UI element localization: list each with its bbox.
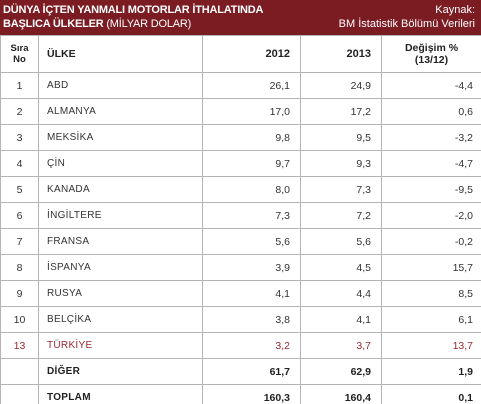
row-value-2012: 160,3 xyxy=(202,384,301,404)
row-change: 6,1 xyxy=(381,306,481,333)
row-value-2012: 17,0 xyxy=(202,98,301,125)
row-value-2013: 5,6 xyxy=(300,228,382,255)
row-rank: 7 xyxy=(0,228,39,255)
row-rank: 6 xyxy=(0,202,39,229)
row-value-2012: 8,0 xyxy=(202,176,301,203)
table-header-banner: DÜNYA İÇTEN YANMALI MOTORLAR İTHALATINDA… xyxy=(0,0,481,35)
rank-header-line2: No xyxy=(13,54,26,65)
row-country: FRANSA xyxy=(38,228,203,255)
row-country: BELÇİKA xyxy=(38,306,203,333)
row-country: ÇİN xyxy=(38,150,203,177)
row-rank: 13 xyxy=(0,332,39,359)
row-country: ALMANYA xyxy=(38,98,203,125)
table-row: 9 RUSYA 4,1 4,4 8,5 xyxy=(0,280,481,307)
row-rank: 10 xyxy=(0,306,39,333)
table-row: 1 ABD 26,1 24,9 -4,4 xyxy=(0,72,481,99)
source-label: Kaynak: xyxy=(435,4,475,16)
table-row: 8 İSPANYA 3,9 4,5 15,7 xyxy=(0,254,481,281)
table-row: 3 MEKSİKA 9,8 9,5 -3,2 xyxy=(0,124,481,151)
row-rank: 9 xyxy=(0,280,39,307)
row-country: İNGİLTERE xyxy=(38,202,203,229)
row-rank: 2 xyxy=(0,98,39,125)
column-header-2012: 2012 xyxy=(202,35,301,73)
table-title-line2: BAŞLICA ÜLKELER (MİLYAR DOLAR) xyxy=(3,18,191,30)
row-rank: 3 xyxy=(0,124,39,151)
row-change: -3,2 xyxy=(381,124,481,151)
row-value-2013: 7,3 xyxy=(300,176,382,203)
row-value-2013: 24,9 xyxy=(300,72,382,99)
row-change: 13,7 xyxy=(381,332,481,359)
table-row-turkey: 13 TÜRKİYE 3,2 3,7 13,7 xyxy=(0,332,481,359)
row-value-2013: 62,9 xyxy=(300,358,382,385)
row-value-2012: 3,2 xyxy=(202,332,301,359)
row-country: RUSYA xyxy=(38,280,203,307)
row-change: -0,2 xyxy=(381,228,481,255)
row-value-2012: 3,9 xyxy=(202,254,301,281)
table-row: 4 ÇİN 9,7 9,3 -4,7 xyxy=(0,150,481,177)
row-value-2013: 7,2 xyxy=(300,202,382,229)
row-value-2012: 9,7 xyxy=(202,150,301,177)
row-change: 0,6 xyxy=(381,98,481,125)
row-value-2012: 5,6 xyxy=(202,228,301,255)
row-value-2013: 3,7 xyxy=(300,332,382,359)
row-change: 15,7 xyxy=(381,254,481,281)
row-value-2012: 7,3 xyxy=(202,202,301,229)
row-country: ABD xyxy=(38,72,203,99)
row-rank: 4 xyxy=(0,150,39,177)
column-header-rank: Sıra No xyxy=(0,35,39,73)
row-value-2012: 3,8 xyxy=(202,306,301,333)
row-change: -4,7 xyxy=(381,150,481,177)
row-rank-empty xyxy=(0,384,39,404)
row-label-total: TOPLAM xyxy=(38,384,203,404)
change-header-line2: (13/12) xyxy=(414,54,449,66)
column-header-2013: 2013 xyxy=(300,35,382,73)
row-change: -2,0 xyxy=(381,202,481,229)
row-rank: 8 xyxy=(0,254,39,281)
row-value-2012: 9,8 xyxy=(202,124,301,151)
row-value-2013: 4,5 xyxy=(300,254,382,281)
imports-table: Sıra No ÜLKE 2012 2013 Değişim % (13/12)… xyxy=(0,35,481,404)
row-value-2012: 4,1 xyxy=(202,280,301,307)
row-value-2013: 160,4 xyxy=(300,384,382,404)
row-change: 0,1 xyxy=(381,384,481,404)
table-title-bold: BAŞLICA ÜLKELER xyxy=(3,18,104,30)
table-row-total: TOPLAM 160,3 160,4 0,1 xyxy=(0,384,481,404)
row-country: MEKSİKA xyxy=(38,124,203,151)
row-value-2013: 4,4 xyxy=(300,280,382,307)
table-row: 10 BELÇİKA 3,8 4,1 6,1 xyxy=(0,306,481,333)
row-rank-empty xyxy=(0,358,39,385)
row-change: -9,5 xyxy=(381,176,481,203)
source-value: BM İstatistik Bölümü Verileri xyxy=(338,18,475,30)
column-header-change: Değişim % (13/12) xyxy=(381,35,481,73)
row-value-2013: 4,1 xyxy=(300,306,382,333)
row-change: -4,4 xyxy=(381,72,481,99)
row-value-2013: 9,5 xyxy=(300,124,382,151)
table-row: 7 FRANSA 5,6 5,6 -0,2 xyxy=(0,228,481,255)
row-value-2013: 9,3 xyxy=(300,150,382,177)
change-header-line1: Değişim % xyxy=(404,42,459,54)
table-row: 6 İNGİLTERE 7,3 7,2 -2,0 xyxy=(0,202,481,229)
row-country: TÜRKİYE xyxy=(38,332,203,359)
table-title-unit: (MİLYAR DOLAR) xyxy=(103,18,192,30)
row-country: KANADA xyxy=(38,176,203,203)
row-value-2012: 26,1 xyxy=(202,72,301,99)
table-title-line1: DÜNYA İÇTEN YANMALI MOTORLAR İTHALATINDA xyxy=(3,4,264,16)
row-country: İSPANYA xyxy=(38,254,203,281)
rank-header-line1: Sıra xyxy=(10,43,29,54)
column-header-row: Sıra No ÜLKE 2012 2013 Değişim % (13/12) xyxy=(0,35,481,73)
row-value-2012: 61,7 xyxy=(202,358,301,385)
table-row-other: DİĞER 61,7 62,9 1,9 xyxy=(0,358,481,385)
row-change: 8,5 xyxy=(381,280,481,307)
column-header-country: ÜLKE xyxy=(38,35,203,73)
row-value-2013: 17,2 xyxy=(300,98,382,125)
table-row: 5 KANADA 8,0 7,3 -9,5 xyxy=(0,176,481,203)
row-label-other: DİĞER xyxy=(38,358,203,385)
table-row: 2 ALMANYA 17,0 17,2 0,6 xyxy=(0,98,481,125)
row-rank: 5 xyxy=(0,176,39,203)
row-change: 1,9 xyxy=(381,358,481,385)
row-rank: 1 xyxy=(0,72,39,99)
